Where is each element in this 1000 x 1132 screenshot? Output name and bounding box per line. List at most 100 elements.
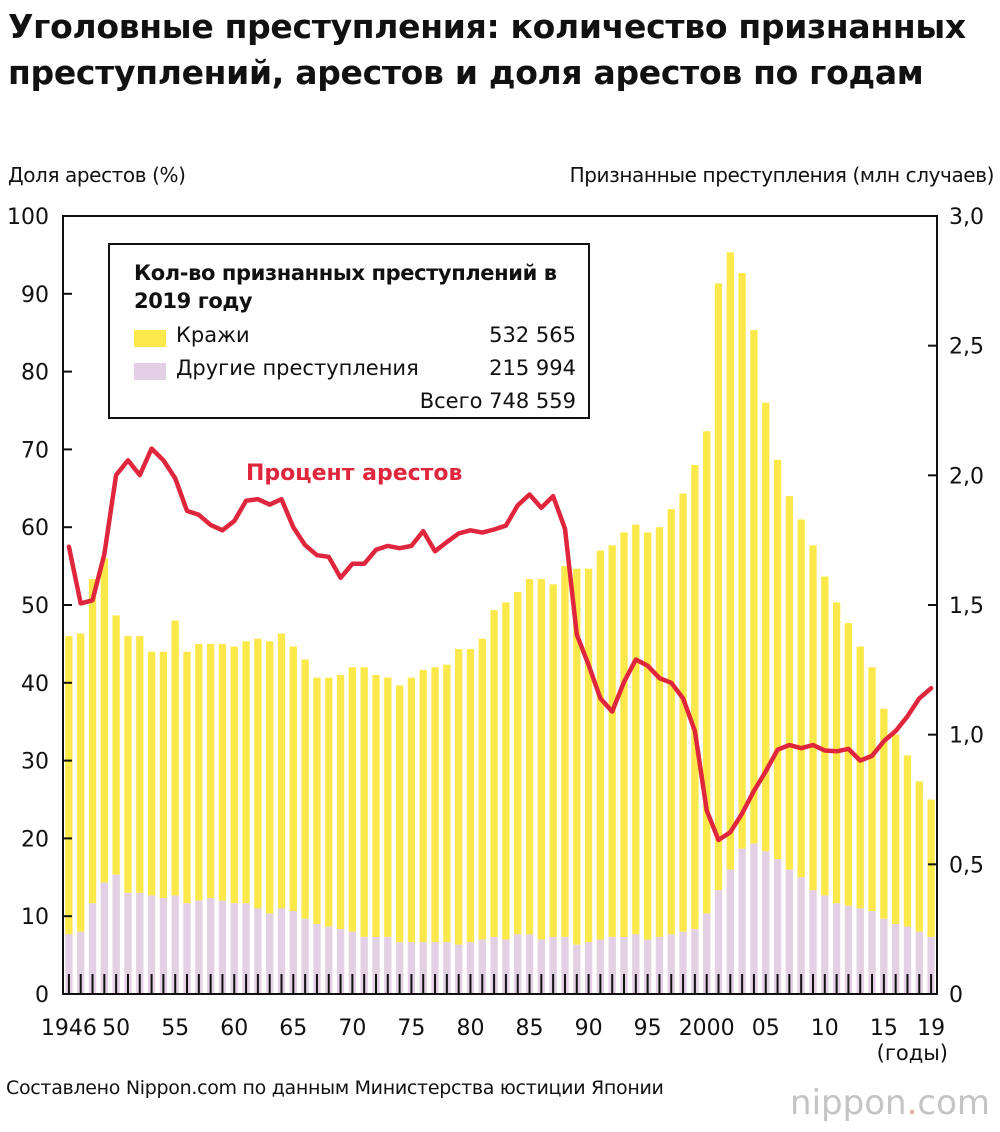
bar-other-2004 bbox=[750, 843, 758, 994]
bar-theft-1992 bbox=[608, 545, 616, 937]
bar-other-1958 bbox=[206, 898, 215, 994]
bar-theft-2007 bbox=[785, 496, 794, 870]
bar-theft-2018 bbox=[915, 781, 923, 932]
axis-labels-layer: 0 10 20 30 40 50 60 70 80 90 100 0 0,5 1,0 1,5 2,0 2,5 3,… bbox=[7, 205, 984, 1041]
bar-other-1967 bbox=[313, 923, 321, 994]
bar-other-1971 bbox=[360, 936, 368, 994]
bar-theft-1989 bbox=[573, 568, 581, 945]
bar-other-1957 bbox=[195, 900, 203, 994]
x-tick-label-1955: 55 bbox=[161, 1016, 189, 1041]
bar-other-1981 bbox=[478, 939, 486, 994]
bar-theft-1966 bbox=[301, 659, 309, 919]
bar-theft-1984 bbox=[514, 592, 522, 935]
brand-tld: com bbox=[917, 1083, 990, 1123]
chart-title: Уголовные преступления: количество призн… bbox=[8, 7, 966, 92]
bar-other-1946 bbox=[65, 934, 73, 994]
bar-other-1973 bbox=[384, 936, 392, 994]
right-tick-label-4: 2,0 bbox=[949, 464, 984, 489]
left-tick-label-90: 90 bbox=[21, 283, 49, 308]
bar-theft-2009 bbox=[809, 545, 817, 891]
bar-other-1952 bbox=[136, 892, 144, 994]
bar-theft-1981 bbox=[478, 638, 486, 940]
bar-other-1998 bbox=[679, 931, 687, 994]
bar-other-1969 bbox=[336, 929, 345, 994]
bar-theft-2015 bbox=[880, 708, 888, 919]
brand-dot: . bbox=[906, 1083, 918, 1123]
bar-theft-1959 bbox=[218, 643, 227, 901]
left-tick-label-0: 0 bbox=[35, 983, 49, 1008]
bar-theft-2010 bbox=[821, 576, 829, 896]
bar-other-1968 bbox=[325, 926, 333, 994]
x-tick-label-2005: 05 bbox=[752, 1016, 780, 1041]
bar-theft-1947 bbox=[77, 633, 85, 932]
bar-other-1953 bbox=[147, 895, 156, 994]
bar-other-1965 bbox=[289, 911, 297, 994]
bar-theft-1990 bbox=[584, 568, 593, 943]
bar-other-2005 bbox=[762, 851, 770, 994]
bars-layer bbox=[65, 252, 935, 994]
bar-theft-1998 bbox=[679, 493, 687, 932]
bar-other-1948 bbox=[88, 903, 97, 994]
bar-other-1954 bbox=[159, 898, 168, 994]
x-tick-label-1995: 95 bbox=[634, 1016, 662, 1041]
legend-other-value: 215 994 bbox=[489, 356, 576, 380]
bar-theft-1987 bbox=[549, 584, 557, 937]
bar-other-1961 bbox=[242, 903, 250, 994]
right-tick-label-5: 2,5 bbox=[949, 335, 984, 360]
legend-theft-label: Кражи bbox=[176, 323, 250, 347]
bar-other-2010 bbox=[821, 895, 829, 994]
rate-line bbox=[66, 446, 934, 843]
left-tick-label-70: 70 bbox=[21, 438, 49, 463]
bar-other-2014 bbox=[868, 911, 876, 994]
bar-other-1975 bbox=[407, 942, 416, 994]
bar-theft-1964 bbox=[277, 633, 286, 909]
bar-other-1990 bbox=[584, 942, 593, 994]
bar-theft-1994 bbox=[632, 524, 640, 935]
right-tick-label-0: 0 bbox=[949, 983, 963, 1008]
bar-theft-2016 bbox=[892, 734, 900, 924]
bar-other-1994 bbox=[632, 934, 640, 994]
bar-other-1989 bbox=[573, 944, 581, 994]
x-tick-label-2000: 2000 bbox=[679, 1016, 735, 1041]
bar-other-1956 bbox=[183, 903, 191, 994]
bar-theft-2000 bbox=[703, 431, 711, 914]
bar-other-1979 bbox=[455, 944, 463, 994]
left-tick-label-30: 30 bbox=[21, 750, 49, 775]
bar-theft-1997 bbox=[667, 509, 675, 935]
bar-theft-2005 bbox=[762, 402, 770, 852]
bar-theft-1991 bbox=[596, 550, 605, 940]
bar-theft-1946 bbox=[65, 636, 73, 935]
legend: Кол-во признанных преступлений в 2019 го… bbox=[108, 243, 590, 419]
bar-theft-2019 bbox=[927, 799, 935, 937]
bar-theft-1972 bbox=[372, 675, 380, 937]
left-tick-label-50: 50 bbox=[21, 594, 49, 619]
bar-other-1962 bbox=[254, 908, 262, 994]
bar-other-1951 bbox=[124, 892, 132, 994]
bar-theft-2012 bbox=[844, 623, 853, 906]
bar-theft-1975 bbox=[407, 677, 416, 943]
bar-theft-1949 bbox=[100, 558, 108, 883]
x-tick-label-1970: 70 bbox=[338, 1016, 366, 1041]
bar-other-1959 bbox=[218, 900, 227, 994]
bar-theft-1962 bbox=[254, 638, 262, 909]
bar-theft-1979 bbox=[455, 649, 463, 945]
bar-theft-1957 bbox=[195, 643, 203, 901]
bar-other-1963 bbox=[266, 913, 274, 994]
bar-theft-2001 bbox=[714, 283, 723, 891]
bar-theft-1999 bbox=[691, 464, 699, 930]
bar-theft-1985 bbox=[525, 579, 534, 935]
x-unit-label: (годы) bbox=[876, 1041, 948, 1065]
x-tick-label-1946: 1946 bbox=[41, 1016, 97, 1041]
bar-other-1991 bbox=[596, 939, 605, 994]
x-tick-label-2019: 19 bbox=[917, 1016, 945, 1041]
right-tick-label-1: 0,5 bbox=[949, 853, 984, 878]
bar-other-2008 bbox=[797, 877, 805, 994]
x-tick-label-1990: 90 bbox=[575, 1016, 603, 1041]
legend-total: Всего 748 559 bbox=[419, 389, 576, 413]
bar-other-2019 bbox=[927, 936, 935, 994]
x-tick-label-2015: 15 bbox=[870, 1016, 898, 1041]
bar-theft-1982 bbox=[490, 610, 498, 937]
bar-other-1964 bbox=[277, 908, 286, 994]
bar-other-1999 bbox=[691, 929, 699, 994]
bar-theft-1976 bbox=[419, 669, 427, 943]
